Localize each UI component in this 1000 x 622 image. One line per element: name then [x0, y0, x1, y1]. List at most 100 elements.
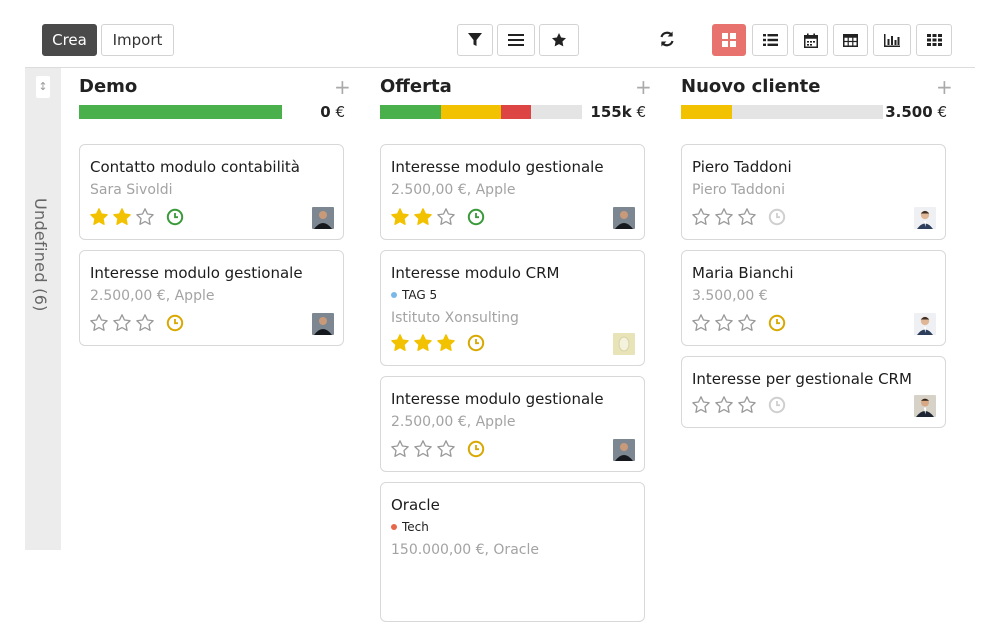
- star-filled-icon[interactable]: [436, 333, 456, 357]
- progress-segment-yellow[interactable]: [681, 105, 732, 119]
- card-subtitle: 150.000,00 €, Oracle: [391, 542, 539, 558]
- priority-stars[interactable]: [691, 313, 757, 337]
- column-total: 3.500 €: [867, 103, 947, 121]
- progress-segment-green[interactable]: [79, 105, 282, 119]
- star-empty-icon[interactable]: [714, 395, 734, 419]
- opportunity-card[interactable]: Piero Taddoni Piero Taddoni: [681, 144, 946, 240]
- card-subtitle: Piero Taddoni: [692, 182, 786, 198]
- column-title[interactable]: Nuovo cliente: [681, 76, 821, 97]
- column-total: 155k €: [566, 103, 646, 121]
- star-icon: [552, 33, 566, 47]
- grid-icon: [926, 34, 942, 46]
- star-empty-icon[interactable]: [714, 207, 734, 231]
- expand-icon[interactable]: ↕: [36, 76, 50, 98]
- filter-button[interactable]: [457, 24, 493, 56]
- activity-clock-icon[interactable]: [768, 208, 786, 230]
- activity-clock-icon[interactable]: [467, 440, 485, 462]
- column-total-currency: €: [330, 103, 345, 121]
- progress-segment-green[interactable]: [380, 105, 441, 119]
- priority-stars[interactable]: [390, 439, 456, 463]
- star-empty-icon[interactable]: [436, 207, 456, 231]
- star-filled-icon[interactable]: [89, 207, 109, 231]
- card-tag: TAG 5: [391, 288, 437, 302]
- refresh-icon[interactable]: [657, 29, 677, 49]
- activity-clock-icon[interactable]: [768, 396, 786, 418]
- star-empty-icon[interactable]: [737, 395, 757, 419]
- opportunity-card[interactable]: Oracle Tech 150.000,00 €, Oracle: [380, 482, 645, 622]
- star-filled-icon[interactable]: [390, 207, 410, 231]
- priority-stars[interactable]: [691, 207, 757, 231]
- list-bullets-icon: [762, 34, 778, 46]
- priority-stars[interactable]: [89, 207, 155, 231]
- column-title[interactable]: Demo: [79, 76, 138, 97]
- priority-stars[interactable]: [89, 313, 155, 337]
- column-total-currency: €: [932, 103, 947, 121]
- calendar-view-button[interactable]: [793, 24, 828, 56]
- add-card-icon[interactable]: +: [936, 75, 953, 99]
- card-tag: Tech: [391, 520, 429, 534]
- column-total-currency: €: [631, 103, 646, 121]
- priority-stars[interactable]: [691, 395, 757, 419]
- column-progress-bar[interactable]: [79, 105, 282, 119]
- priority-stars[interactable]: [390, 207, 456, 231]
- opportunity-card[interactable]: Interesse modulo gestionale 2.500,00 €, A…: [380, 376, 645, 472]
- card-title: Contatto modulo contabilità: [90, 158, 300, 176]
- toolbar-divider: [25, 67, 975, 68]
- progress-segment-red[interactable]: [501, 105, 532, 119]
- column-total-amount: 3.500: [885, 103, 933, 121]
- activity-clock-icon[interactable]: [768, 314, 786, 336]
- favorites-button[interactable]: [539, 24, 579, 56]
- add-card-icon[interactable]: +: [334, 75, 351, 99]
- star-empty-icon[interactable]: [413, 439, 433, 463]
- activity-clock-icon[interactable]: [467, 208, 485, 230]
- star-empty-icon[interactable]: [112, 313, 132, 337]
- card-title: Oracle: [391, 496, 440, 514]
- priority-stars[interactable]: [390, 333, 456, 357]
- activity-clock-icon[interactable]: [166, 208, 184, 230]
- column-title[interactable]: Offerta: [380, 76, 452, 97]
- opportunity-card[interactable]: Interesse per gestionale CRM: [681, 356, 946, 428]
- column-progress-bar[interactable]: [380, 105, 582, 119]
- star-empty-icon[interactable]: [691, 313, 711, 337]
- column-total-amount: 155k: [590, 103, 632, 121]
- star-filled-icon[interactable]: [413, 333, 433, 357]
- star-empty-icon[interactable]: [737, 207, 757, 231]
- card-subtitle: 2.500,00 €, Apple: [391, 182, 516, 198]
- list-view-button[interactable]: [752, 24, 788, 56]
- dashboard-view-button[interactable]: [916, 24, 952, 56]
- assignee-avatar: [613, 439, 635, 461]
- star-empty-icon[interactable]: [89, 313, 109, 337]
- activity-clock-icon[interactable]: [166, 314, 184, 336]
- star-filled-icon[interactable]: [413, 207, 433, 231]
- progress-segment-yellow[interactable]: [440, 105, 502, 119]
- column-progress-bar[interactable]: [681, 105, 883, 119]
- group-by-button[interactable]: [497, 24, 535, 56]
- star-empty-icon[interactable]: [714, 313, 734, 337]
- filter-icon: [468, 33, 482, 46]
- table-icon: [843, 33, 858, 47]
- star-filled-icon[interactable]: [112, 207, 132, 231]
- kanban-view-button[interactable]: [712, 24, 746, 56]
- opportunity-card[interactable]: Maria Bianchi 3.500,00 €: [681, 250, 946, 346]
- activity-clock-icon[interactable]: [467, 334, 485, 356]
- opportunity-card[interactable]: Interesse modulo CRM TAG 5 Istituto Xonsul…: [380, 250, 645, 366]
- folded-column[interactable]: ↕ Undefined (6): [25, 68, 61, 550]
- pivot-view-button[interactable]: [833, 24, 868, 56]
- star-empty-icon[interactable]: [691, 395, 711, 419]
- create-button[interactable]: Crea: [42, 24, 97, 56]
- opportunity-card[interactable]: Interesse modulo gestionale 2.500,00 €, A…: [79, 250, 344, 346]
- add-card-icon[interactable]: +: [635, 75, 652, 99]
- star-empty-icon[interactable]: [737, 313, 757, 337]
- star-empty-icon[interactable]: [691, 207, 711, 231]
- graph-view-button[interactable]: [873, 24, 911, 56]
- star-empty-icon[interactable]: [436, 439, 456, 463]
- star-empty-icon[interactable]: [390, 439, 410, 463]
- assignee-avatar: [312, 313, 334, 335]
- opportunity-card[interactable]: Contatto modulo contabilità Sara Sivoldi: [79, 144, 344, 240]
- star-filled-icon[interactable]: [390, 333, 410, 357]
- star-empty-icon[interactable]: [135, 313, 155, 337]
- kanban-grid-icon: [722, 33, 736, 47]
- import-button[interactable]: Import: [101, 24, 174, 56]
- star-empty-icon[interactable]: [135, 207, 155, 231]
- opportunity-card[interactable]: Interesse modulo gestionale 2.500,00 €, A…: [380, 144, 645, 240]
